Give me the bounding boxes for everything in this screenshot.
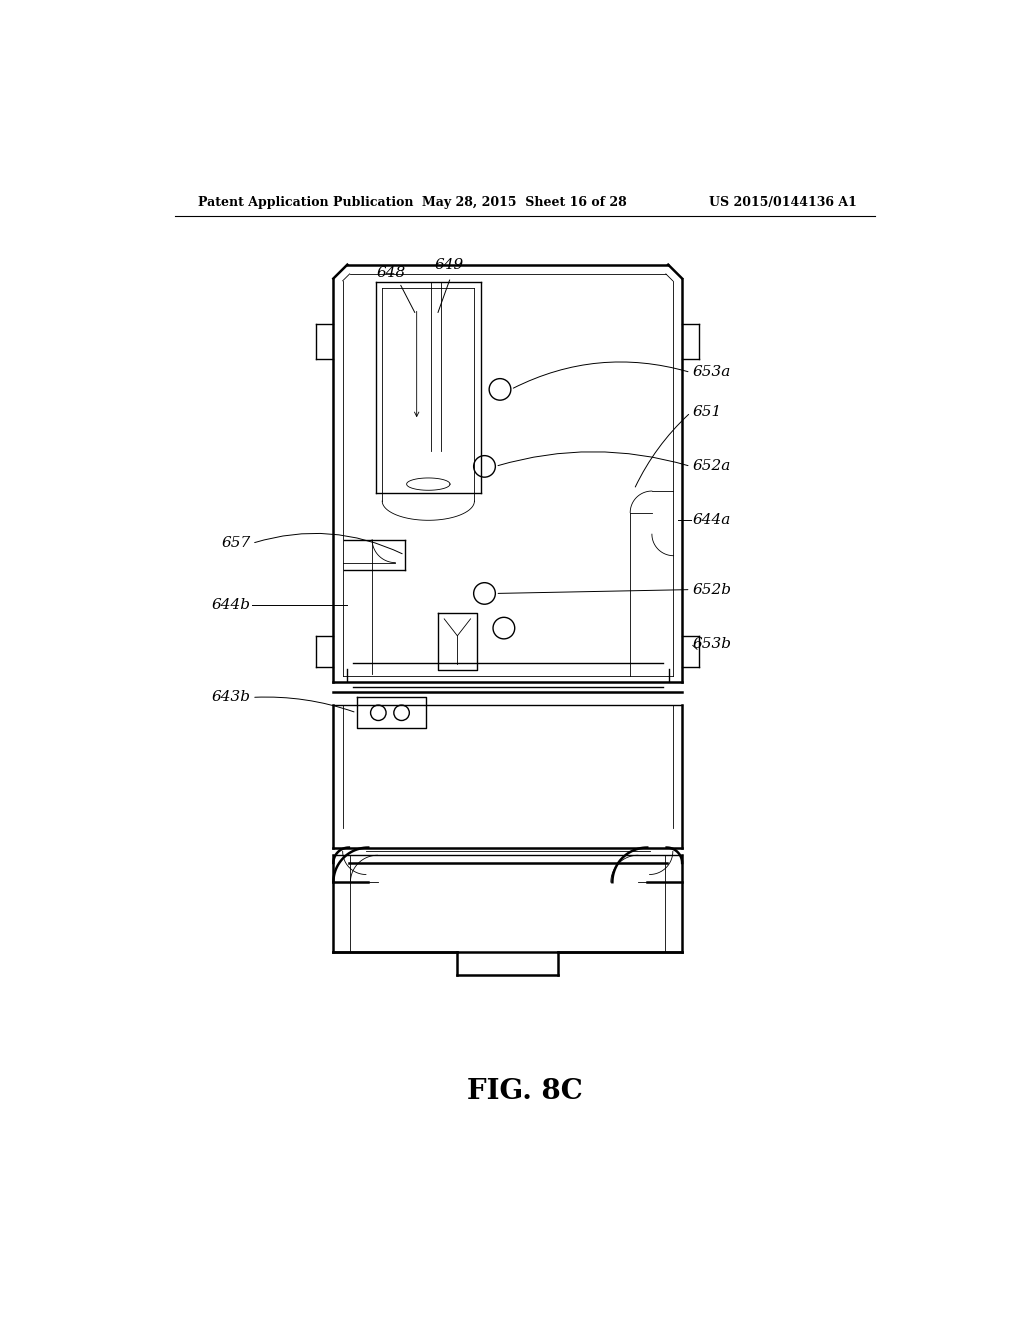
Text: 652a: 652a	[692, 459, 730, 474]
Text: 644a: 644a	[692, 513, 730, 527]
Text: US 2015/0144136 A1: US 2015/0144136 A1	[709, 195, 856, 209]
Text: 643b: 643b	[211, 690, 251, 705]
Text: May 28, 2015  Sheet 16 of 28: May 28, 2015 Sheet 16 of 28	[423, 195, 627, 209]
Text: 649: 649	[435, 259, 464, 272]
Text: 653b: 653b	[692, 636, 731, 651]
Text: 652b: 652b	[692, 582, 731, 597]
Text: 651: 651	[692, 405, 722, 420]
Text: FIG. 8C: FIG. 8C	[467, 1078, 583, 1105]
Text: 657: 657	[221, 536, 251, 550]
Text: 644b: 644b	[211, 598, 251, 612]
Text: 648: 648	[377, 267, 407, 280]
Text: Patent Application Publication: Patent Application Publication	[198, 195, 414, 209]
Text: 653a: 653a	[692, 366, 730, 379]
